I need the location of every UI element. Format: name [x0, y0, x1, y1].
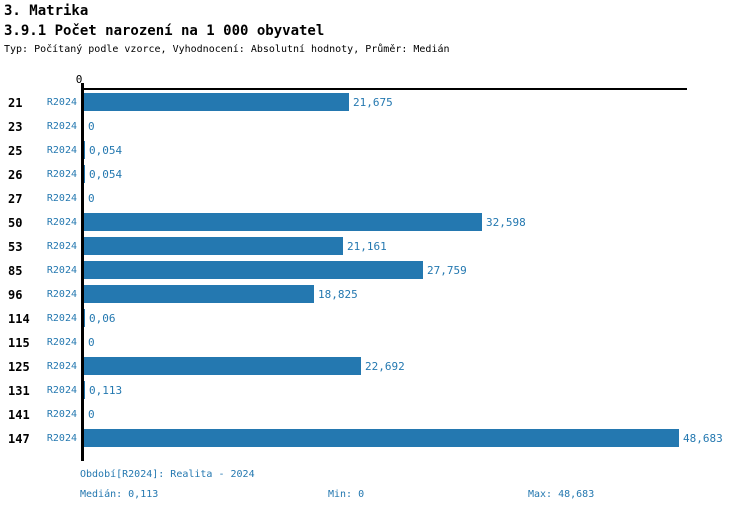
footer-period: Období[R2024]: Realita - 2024	[80, 469, 255, 480]
value-bar	[84, 213, 482, 231]
chart-row: 115 R2024 0	[0, 330, 750, 354]
series-label: R2024	[46, 385, 77, 396]
footer-max: Max: 48,683	[528, 489, 595, 500]
category-label: 50	[8, 216, 23, 230]
footer-median: Medián: 0,113	[80, 489, 159, 500]
series-label: R2024	[46, 433, 77, 444]
series-label: R2024	[46, 169, 77, 180]
value-label: 27,759	[427, 264, 467, 277]
value-bar	[84, 429, 679, 447]
chart-row: 50 R2024 32,598	[0, 210, 750, 234]
value-bar	[84, 381, 85, 399]
chart-row: 21 R2024 21,675	[0, 90, 750, 114]
value-label: 0,113	[89, 384, 123, 397]
category-label: 53	[8, 240, 23, 254]
category-label: 96	[8, 288, 23, 302]
series-label: R2024	[46, 121, 77, 132]
series-label: R2024	[46, 241, 77, 252]
chart-row: 23 R2024 0	[0, 114, 750, 138]
series-label: R2024	[46, 217, 77, 228]
category-label: 85	[8, 264, 23, 278]
value-label: 0	[88, 336, 95, 349]
category-label: 114	[8, 312, 30, 326]
value-label: 22,692	[365, 360, 405, 373]
series-label: R2024	[46, 361, 77, 372]
x-axis-zero-tick-label: 0	[75, 73, 83, 86]
value-label: 0,06	[89, 312, 116, 325]
value-label: 18,825	[318, 288, 358, 301]
value-bar	[84, 357, 361, 375]
category-label: 21	[8, 96, 23, 110]
value-bar	[84, 165, 85, 183]
category-label: 141	[8, 408, 30, 422]
value-label: 0,054	[89, 168, 123, 181]
series-label: R2024	[46, 145, 77, 156]
category-label: 23	[8, 120, 23, 134]
series-label: R2024	[46, 313, 77, 324]
value-bar	[84, 309, 85, 327]
value-label: 32,598	[486, 216, 526, 229]
chart-row: 114 R2024 0,06	[0, 306, 750, 330]
category-label: 147	[8, 432, 30, 446]
chart-row: 141 R2024 0	[0, 402, 750, 426]
x-axis-line	[81, 88, 687, 90]
category-label: 125	[8, 360, 30, 374]
value-bar	[84, 141, 85, 159]
series-label: R2024	[46, 97, 77, 108]
category-label: 26	[8, 168, 23, 182]
series-label: R2024	[46, 289, 77, 300]
chart-row: 96 R2024 18,825	[0, 282, 750, 306]
category-label: 131	[8, 384, 30, 398]
value-bar	[84, 237, 343, 255]
value-label: 48,683	[683, 432, 723, 445]
category-label: 25	[8, 144, 23, 158]
chart-row: 131 R2024 0,113	[0, 378, 750, 402]
chart-row: 26 R2024 0,054	[0, 162, 750, 186]
chart-row: 85 R2024 27,759	[0, 258, 750, 282]
chart-row: 27 R2024 0	[0, 186, 750, 210]
category-label: 27	[8, 192, 23, 206]
value-bar	[84, 285, 314, 303]
chart-row: 53 R2024 21,161	[0, 234, 750, 258]
chart-row: 25 R2024 0,054	[0, 138, 750, 162]
series-label: R2024	[46, 337, 77, 348]
y-axis-line	[81, 83, 84, 461]
series-label: R2024	[46, 193, 77, 204]
value-bar	[84, 261, 423, 279]
category-label: 115	[8, 336, 30, 350]
series-label: R2024	[46, 409, 77, 420]
page-title: 3. Matrika	[4, 3, 89, 19]
value-label: 0	[88, 120, 95, 133]
value-label: 0	[88, 408, 95, 421]
series-label: R2024	[46, 265, 77, 276]
footer-min: Min: 0	[328, 489, 365, 500]
value-bar	[84, 93, 349, 111]
value-label: 0	[88, 192, 95, 205]
chart-row: 125 R2024 22,692	[0, 354, 750, 378]
value-label: 0,054	[89, 144, 123, 157]
chart-title: 3.9.1 Počet narození na 1 000 obyvatel	[4, 23, 325, 39]
chart-meta-line: Typ: Počítaný podle vzorce, Vyhodnocení:…	[4, 44, 450, 55]
chart-row: 147 R2024 48,683	[0, 426, 750, 450]
value-label: 21,675	[353, 96, 393, 109]
bar-chart: 21 R2024 21,675 23 R2024 0 25 R2024 0,054 26 R2024…	[0, 90, 750, 450]
value-label: 21,161	[347, 240, 387, 253]
